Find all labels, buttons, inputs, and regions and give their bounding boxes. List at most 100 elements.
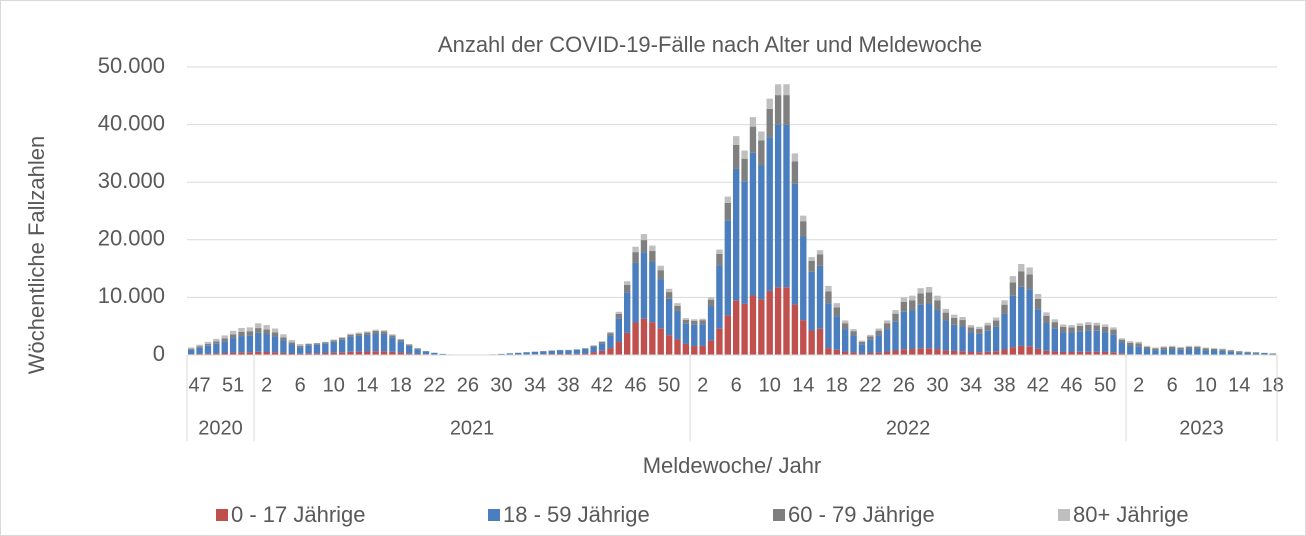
x-tick-label: 10	[323, 374, 345, 396]
bar-segment	[883, 329, 891, 352]
bar-segment	[724, 196, 731, 203]
bar-segment	[858, 340, 866, 342]
bar-segment	[800, 221, 807, 237]
bar-segment	[1143, 349, 1151, 355]
bar-segment	[1076, 325, 1084, 332]
bar-segment	[238, 352, 245, 355]
bar-segment	[305, 344, 312, 346]
bar-segment	[347, 351, 354, 355]
bar-segment	[1060, 324, 1067, 327]
x-tick-label: 47	[188, 374, 210, 396]
bar-segment	[1110, 334, 1117, 353]
bar-segment	[959, 351, 966, 355]
bar-segment	[380, 351, 388, 355]
bar-segment	[1152, 350, 1159, 355]
bar-segment	[322, 343, 329, 354]
bar-segment	[347, 333, 354, 335]
y-tick-label: 0	[153, 341, 165, 366]
bar-segment	[1135, 346, 1142, 355]
bar-segment	[1085, 324, 1092, 331]
bar-segment	[900, 311, 908, 350]
bar-segment	[749, 126, 757, 153]
bar-segment	[590, 352, 597, 355]
group-label: 2020	[198, 417, 243, 439]
bar-segment	[1034, 293, 1042, 299]
bar-segment	[833, 349, 840, 355]
bar-segment	[850, 329, 857, 332]
bar-segment	[221, 335, 228, 339]
bar-segment	[816, 328, 824, 355]
bar-segment	[741, 150, 748, 159]
bar-segment	[1026, 274, 1033, 290]
bar-segment	[1261, 353, 1268, 355]
bar-segment	[1026, 267, 1033, 275]
bar-segment	[632, 322, 639, 355]
bar-segment	[288, 340, 295, 343]
bar-segment	[556, 350, 564, 354]
bar-segment	[1261, 352, 1268, 354]
bar-segment	[523, 352, 530, 355]
bar-segment	[506, 353, 513, 355]
bar-segment	[1018, 263, 1025, 272]
bar-segment	[246, 335, 254, 353]
bar-segment	[858, 353, 866, 355]
bar-segment	[414, 353, 421, 355]
bar-segment	[380, 330, 388, 332]
bar-segment	[724, 220, 731, 316]
bar-segment	[665, 335, 673, 355]
bar-segment	[338, 339, 346, 353]
bar-segment	[632, 252, 639, 263]
bar-segment	[909, 300, 916, 311]
bar-segment	[707, 297, 715, 300]
bar-segment	[297, 344, 304, 346]
x-tick-label: 34	[960, 374, 982, 396]
bar-segment	[1009, 295, 1017, 348]
bar-segment	[825, 285, 832, 292]
bar-segment	[582, 348, 589, 354]
bar-segment	[959, 326, 966, 352]
bar-segment	[1210, 348, 1218, 351]
bar-segment	[1227, 349, 1235, 351]
y-tick-label: 10.000	[98, 283, 165, 308]
bar-segment	[900, 349, 908, 355]
bar-segment	[967, 325, 975, 328]
bar-segment	[867, 339, 874, 353]
bar-segment	[1127, 346, 1134, 355]
bar-segment	[976, 326, 983, 330]
bar-segment	[783, 84, 790, 96]
bar-segment	[1018, 271, 1025, 287]
bar-segment	[1177, 347, 1184, 350]
bar-segment	[842, 323, 849, 330]
bar-segment	[925, 292, 933, 305]
bar-segment	[1227, 351, 1235, 355]
bar-segment	[1110, 352, 1117, 355]
bar-segment	[255, 332, 262, 352]
bar-segment	[867, 336, 874, 340]
bar-segment	[1001, 313, 1008, 350]
bar-segment	[406, 345, 413, 354]
bar-segment	[934, 349, 941, 355]
bar-segment	[1252, 352, 1260, 354]
bar-segment	[875, 335, 882, 353]
bar-segment	[389, 337, 396, 352]
bar-segment	[1043, 312, 1050, 316]
bar-segment	[1110, 329, 1117, 335]
x-tick-label: 38	[557, 374, 579, 396]
bar-segment	[774, 95, 782, 125]
bar-segment	[263, 334, 270, 353]
x-tick-label: 30	[926, 374, 948, 396]
bar-segment	[1060, 332, 1067, 352]
x-tick-label: 2	[1133, 374, 1144, 396]
bar-segment	[774, 84, 782, 96]
bar-segment	[607, 333, 614, 336]
bar-segment	[1236, 352, 1243, 355]
bar-segment	[984, 322, 991, 326]
bar-segment	[1051, 328, 1058, 352]
bar-segment	[280, 337, 287, 341]
x-tick-label: 42	[591, 374, 613, 396]
bar-segment	[288, 353, 295, 355]
bar-segment	[649, 251, 656, 262]
bar-segment	[758, 140, 765, 166]
bar-segment	[196, 353, 203, 355]
